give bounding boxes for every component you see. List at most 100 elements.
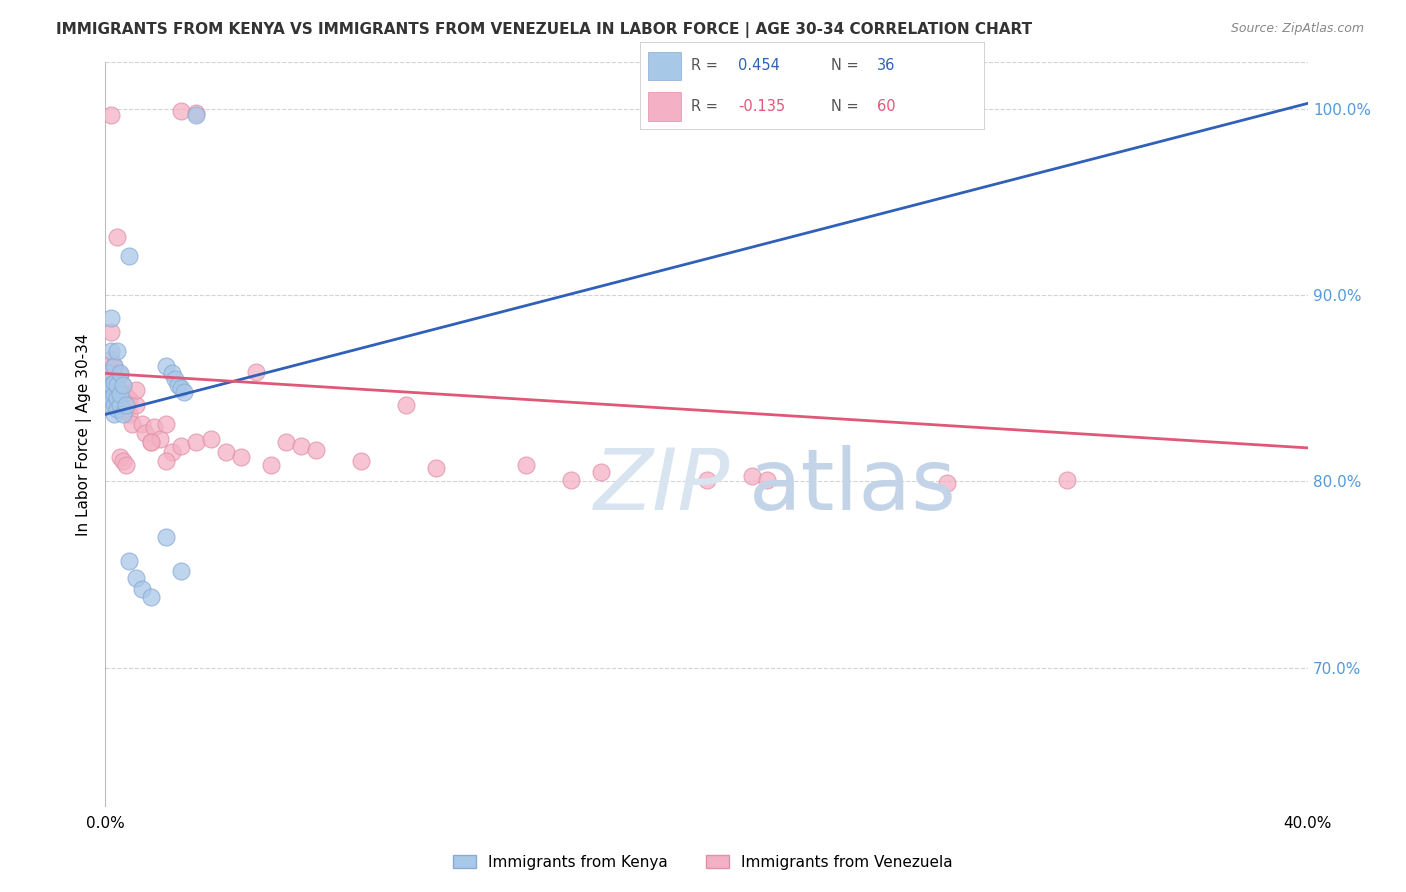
Point xyxy=(107,230,129,244)
Text: ZIP: ZIP xyxy=(595,445,731,528)
Point xyxy=(112,379,135,393)
Point xyxy=(100,344,122,359)
Point xyxy=(103,389,125,403)
Point xyxy=(97,392,120,407)
Point xyxy=(274,435,297,450)
Point xyxy=(118,392,141,407)
Y-axis label: In Labor Force | Age 30-34: In Labor Force | Age 30-34 xyxy=(76,334,91,536)
Point xyxy=(100,351,122,366)
Text: -0.135: -0.135 xyxy=(738,99,785,113)
Text: N =: N = xyxy=(831,99,863,113)
Point xyxy=(245,365,267,379)
Point xyxy=(112,394,135,409)
Text: R =: R = xyxy=(692,59,723,73)
Point xyxy=(118,408,141,422)
Point xyxy=(936,476,959,491)
Point xyxy=(115,458,138,472)
Point xyxy=(112,454,135,468)
Point xyxy=(169,564,191,578)
Point xyxy=(260,458,283,472)
Point xyxy=(755,473,778,487)
Text: 60: 60 xyxy=(877,99,896,113)
Point xyxy=(103,368,125,383)
Point xyxy=(97,367,120,381)
Point xyxy=(696,473,718,487)
Point xyxy=(100,391,122,405)
Point xyxy=(131,582,153,597)
Point xyxy=(110,367,132,381)
Point xyxy=(155,359,177,373)
Point xyxy=(103,408,125,422)
Point xyxy=(100,365,122,379)
Point xyxy=(184,105,207,120)
Point xyxy=(148,432,170,446)
Point xyxy=(173,384,195,399)
Point xyxy=(200,432,222,446)
Point xyxy=(115,401,138,416)
Point xyxy=(169,439,191,453)
Point xyxy=(139,435,162,450)
Point xyxy=(395,398,418,412)
Point xyxy=(97,379,120,393)
Text: N =: N = xyxy=(831,59,863,73)
FancyBboxPatch shape xyxy=(648,52,681,80)
Point xyxy=(290,439,312,453)
Point xyxy=(110,368,132,383)
Text: IMMIGRANTS FROM KENYA VS IMMIGRANTS FROM VENEZUELA IN LABOR FORCE | AGE 30-34 CO: IMMIGRANTS FROM KENYA VS IMMIGRANTS FROM… xyxy=(56,22,1032,38)
Point xyxy=(103,376,125,390)
Point xyxy=(160,444,183,458)
Point xyxy=(100,107,122,121)
Point xyxy=(163,372,186,386)
Point xyxy=(110,387,132,401)
Text: Source: ZipAtlas.com: Source: ZipAtlas.com xyxy=(1230,22,1364,36)
Point xyxy=(115,389,138,403)
Point xyxy=(169,381,191,395)
Point xyxy=(139,435,162,450)
Point xyxy=(107,370,129,384)
Point xyxy=(118,554,141,568)
Legend: Immigrants from Kenya, Immigrants from Venezuela: Immigrants from Kenya, Immigrants from V… xyxy=(446,847,960,877)
Point xyxy=(124,398,146,412)
Point xyxy=(103,359,125,373)
Point xyxy=(107,383,129,397)
Point xyxy=(124,571,146,585)
Point xyxy=(1056,473,1078,487)
Point xyxy=(350,454,373,468)
Point xyxy=(112,408,135,422)
Point xyxy=(515,458,537,472)
Point xyxy=(142,420,165,434)
Point xyxy=(169,103,191,118)
FancyBboxPatch shape xyxy=(648,92,681,120)
Point xyxy=(107,401,129,416)
Point xyxy=(100,310,122,325)
Text: 0.454: 0.454 xyxy=(738,59,780,73)
Point xyxy=(155,530,177,544)
Point xyxy=(100,377,122,392)
Point xyxy=(103,376,125,390)
Point xyxy=(131,417,153,431)
Point xyxy=(97,359,120,373)
Point xyxy=(103,359,125,373)
Point xyxy=(103,387,125,401)
Point xyxy=(110,398,132,412)
Point xyxy=(166,377,188,392)
Point xyxy=(155,417,177,431)
Point xyxy=(229,450,252,465)
Point xyxy=(97,370,120,384)
Point xyxy=(134,425,156,440)
Point xyxy=(100,326,122,340)
Point xyxy=(214,444,236,458)
Text: 36: 36 xyxy=(877,59,896,73)
Text: atlas: atlas xyxy=(748,445,956,528)
Point xyxy=(107,391,129,405)
Point xyxy=(591,465,613,479)
Point xyxy=(184,107,207,121)
Point xyxy=(107,377,129,392)
Point xyxy=(110,383,132,397)
Point xyxy=(741,468,763,483)
Point xyxy=(110,450,132,465)
Point xyxy=(139,590,162,604)
Point xyxy=(160,367,183,381)
Point xyxy=(103,398,125,412)
Text: R =: R = xyxy=(692,99,723,113)
